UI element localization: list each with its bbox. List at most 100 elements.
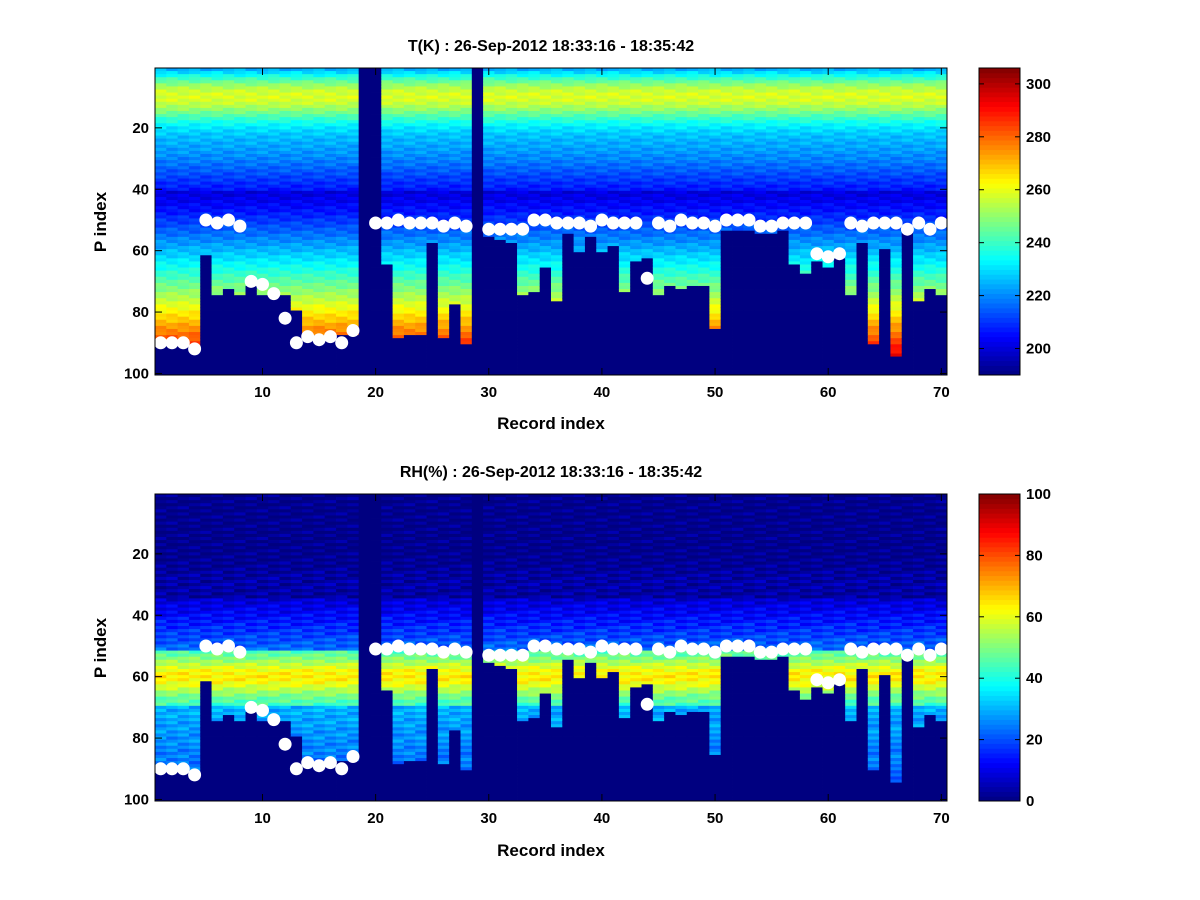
heatmap-cell	[494, 359, 507, 364]
heatmap-cell	[460, 285, 473, 290]
heatmap-cell	[369, 80, 382, 84]
heatmap-cell	[551, 246, 563, 250]
heatmap-cell	[652, 117, 665, 121]
heatmap-cell	[347, 347, 360, 351]
heatmap-cell	[279, 123, 292, 127]
heatmap-cell	[460, 141, 473, 146]
heatmap-cell	[211, 307, 224, 311]
heatmap-cell	[686, 129, 699, 133]
heatmap-cell	[268, 282, 280, 287]
heatmap-cell	[166, 178, 179, 182]
heatmap-cell	[200, 138, 212, 143]
heatmap-cell	[279, 114, 292, 118]
heatmap-cell	[652, 261, 665, 265]
heatmap-cell	[211, 160, 224, 164]
heatmap-cell	[641, 356, 654, 361]
heatmap-cell	[449, 132, 461, 136]
heatmap-cell	[245, 138, 258, 143]
heatmap-cell	[460, 319, 473, 324]
heatmap-cell	[641, 80, 654, 84]
heatmap-cell	[426, 368, 439, 373]
heatmap-cell	[732, 295, 744, 299]
heatmap-cell	[494, 310, 507, 314]
heatmap-cell	[551, 249, 563, 253]
heatmap-cell	[449, 175, 461, 179]
heatmap-cell	[607, 178, 620, 182]
heatmap-cell	[415, 292, 427, 296]
heatmap-cell	[551, 104, 563, 109]
heatmap-cell	[279, 107, 292, 112]
heatmap-cell	[324, 356, 337, 361]
heatmap-cell	[188, 86, 201, 90]
heatmap-cell	[449, 150, 461, 155]
heatmap-cell	[675, 126, 688, 130]
heatmap-cell	[256, 187, 269, 192]
heatmap-cell	[166, 230, 179, 235]
heatmap-cell	[415, 310, 427, 314]
heatmap-cell	[188, 218, 201, 222]
heatmap-cell	[618, 212, 631, 216]
heatmap-cell	[222, 322, 235, 327]
heatmap-cell	[381, 209, 393, 213]
heatmap-cell	[641, 246, 654, 250]
heatmap-cell	[392, 252, 405, 256]
heatmap-cell	[596, 160, 608, 164]
heatmap-cell	[369, 135, 382, 140]
heatmap-cell	[618, 86, 631, 90]
heatmap-cell	[336, 206, 348, 210]
heatmap-cell	[245, 147, 258, 152]
heatmap-cell	[347, 261, 360, 265]
heatmap-cell	[268, 273, 280, 278]
heatmap-cell	[618, 301, 631, 305]
heatmap-cell	[505, 74, 518, 78]
heatmap-cell	[551, 184, 563, 189]
heatmap-cell	[686, 193, 699, 198]
heatmap-cell	[618, 110, 631, 115]
heatmap-cell	[324, 104, 337, 109]
heatmap-cell	[528, 316, 541, 321]
heatmap-cell	[528, 310, 541, 314]
heatmap-cell	[732, 350, 744, 354]
heatmap-cell	[652, 239, 665, 244]
heatmap-cell	[437, 233, 450, 238]
heatmap-cell	[607, 129, 620, 133]
heatmap-cell	[664, 359, 676, 364]
heatmap-cell	[618, 175, 631, 179]
heatmap-cell	[551, 310, 563, 314]
heatmap-cell	[302, 104, 314, 109]
heatmap-cell	[709, 353, 722, 357]
heatmap-cell	[562, 126, 575, 130]
heatmap-cell	[222, 298, 235, 302]
heatmap-cell	[517, 368, 529, 373]
heatmap-cell	[437, 141, 450, 146]
heatmap-cell	[313, 163, 326, 167]
heatmap-cell	[698, 362, 710, 367]
heatmap-cell	[539, 261, 552, 265]
heatmap-cell	[505, 153, 518, 158]
heatmap-cell	[392, 86, 405, 90]
heatmap-cell	[539, 310, 552, 314]
heatmap-cell	[483, 239, 495, 244]
heatmap-cell	[652, 147, 665, 152]
heatmap-cell	[460, 190, 473, 195]
heatmap-cell	[245, 261, 258, 265]
heatmap-cell	[256, 184, 269, 189]
heatmap-cell	[698, 350, 710, 354]
heatmap-cell	[517, 178, 529, 182]
heatmap-cell	[618, 332, 631, 336]
heatmap-cell	[709, 347, 722, 351]
heatmap-cell	[709, 316, 722, 321]
heatmap-cell	[324, 264, 337, 268]
heatmap-cell	[290, 325, 303, 330]
heatmap-cell	[200, 298, 212, 302]
heatmap-cell	[234, 258, 246, 262]
heatmap-cell	[675, 135, 688, 140]
heatmap-cell	[732, 74, 744, 78]
heatmap-cell	[426, 68, 439, 72]
heatmap-cell	[426, 289, 439, 293]
heatmap-cell	[313, 86, 326, 90]
heatmap-cell	[551, 107, 563, 112]
heatmap-cell	[573, 80, 586, 84]
heatmap-cell	[596, 325, 608, 330]
heatmap-cell	[415, 101, 427, 106]
